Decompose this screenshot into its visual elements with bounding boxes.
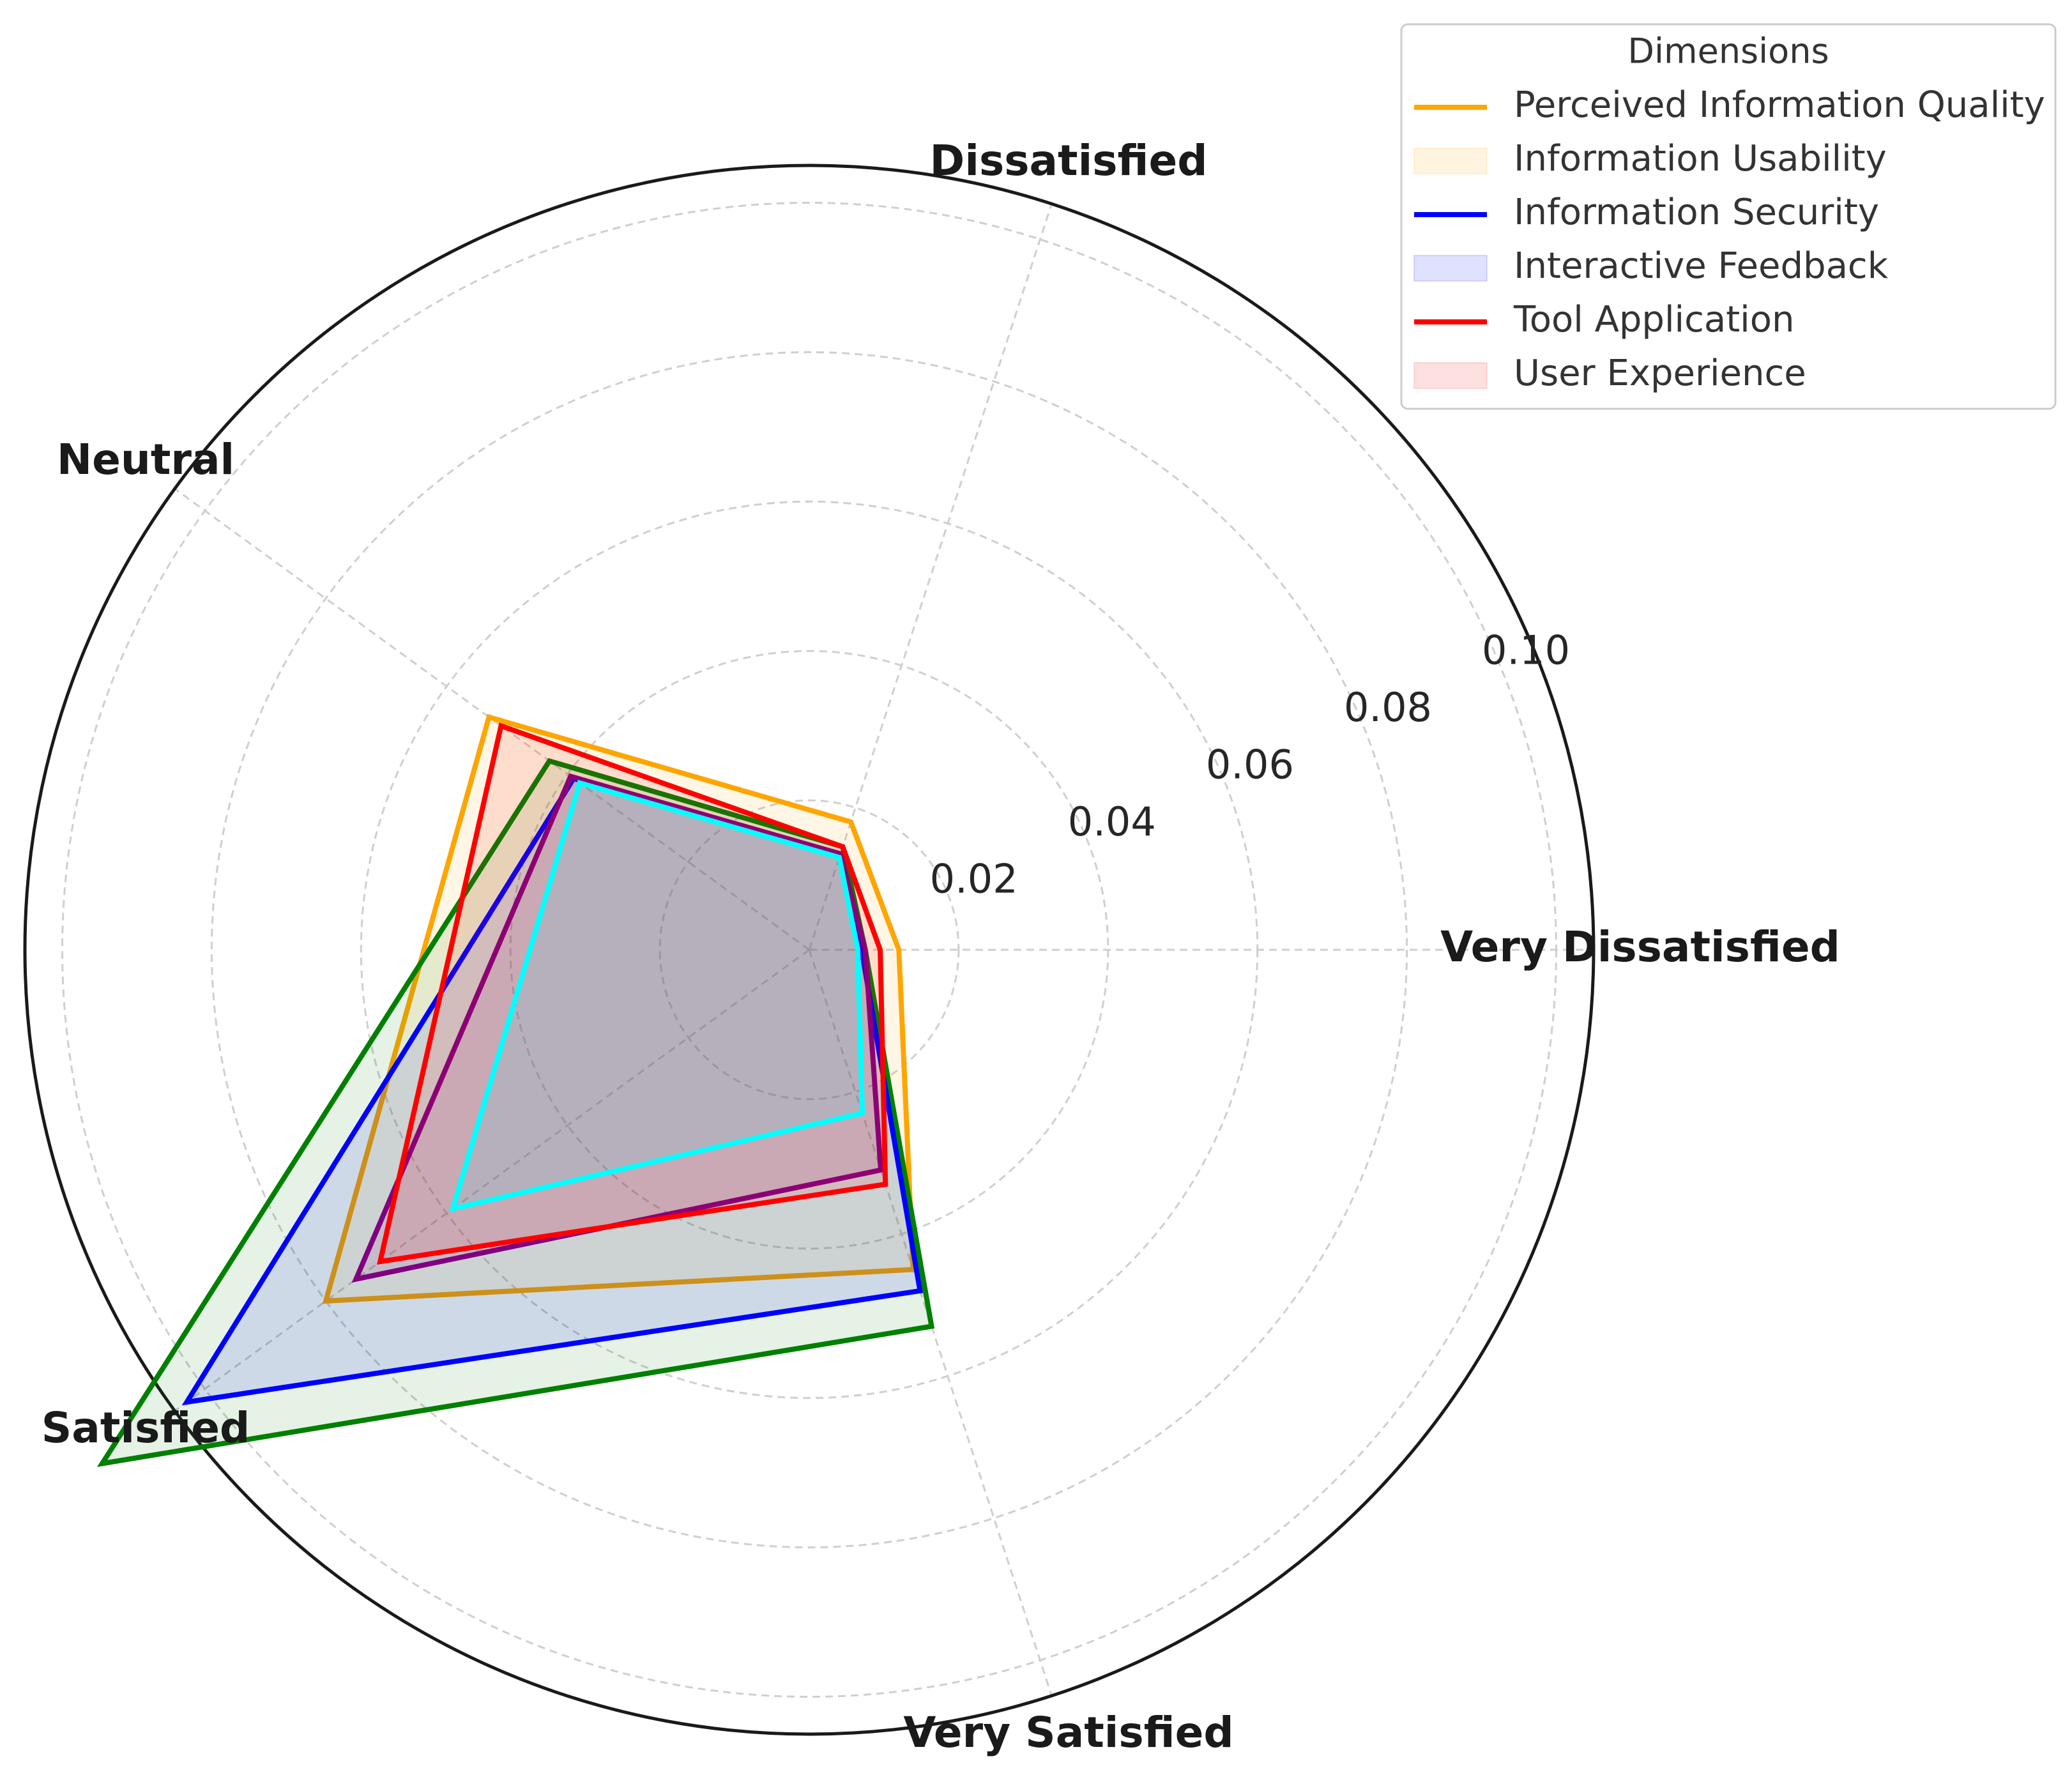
legend-swatch-6 — [1413, 362, 1488, 389]
legend-box — [1400, 23, 2057, 410]
legend-label-5: Tool Application — [1513, 299, 1794, 340]
legend-swatch-2 — [1413, 148, 1488, 174]
spoke-4 — [174, 949, 810, 1412]
category-label-neutral: Neutral — [57, 435, 234, 484]
category-labels: Very Dissatisfied Dissatisfied Neutral Sati… — [42, 136, 1840, 1757]
legend-label-2: Information Usability — [1514, 138, 1887, 179]
category-label-satisfied: Satisfied — [42, 1403, 250, 1452]
series-cyan-polygon — [448, 779, 865, 1213]
grid-circle-4 — [210, 351, 1408, 1549]
category-label-very-dissatisfied: Very Dissatisfied — [1440, 922, 1840, 972]
r-tick-label-4: 0.08 — [1344, 684, 1432, 731]
legend-swatch-4 — [1413, 255, 1488, 282]
r-tick-label-5: 0.10 — [1482, 627, 1570, 673]
category-label-dissatisfied: Dissatisfied — [930, 136, 1208, 185]
r-tick-label-2: 0.04 — [1068, 798, 1156, 845]
spoke-5 — [808, 949, 1053, 1696]
legend: Dimensions Perceived Information Quality I… — [1400, 23, 2057, 410]
series-red-polygon — [377, 722, 888, 1265]
series-purple-polygon — [351, 773, 884, 1283]
legend-label-1: Perceived Information Quality — [1514, 84, 2045, 126]
polar-frame — [23, 164, 1596, 1736]
legend-label-3: Information Security — [1514, 192, 1879, 233]
r-tick-label-3: 0.06 — [1206, 741, 1294, 788]
grid-circle-1 — [659, 799, 960, 1101]
radar-series — [96, 713, 935, 1467]
radar-grid — [23, 164, 1596, 1736]
radial-tick-labels: 0.02 0.04 0.06 0.08 0.10 — [930, 627, 1570, 902]
spoke-3 — [174, 487, 810, 951]
category-label-very-satisfied: Very Satisfied — [903, 1708, 1233, 1757]
r-tick-label-1: 0.02 — [930, 855, 1018, 902]
legend-label-6: User Experience — [1514, 353, 1806, 394]
legend-title: Dimensions — [1627, 31, 1829, 72]
legend-label-4: Interactive Feedback — [1514, 245, 1889, 287]
